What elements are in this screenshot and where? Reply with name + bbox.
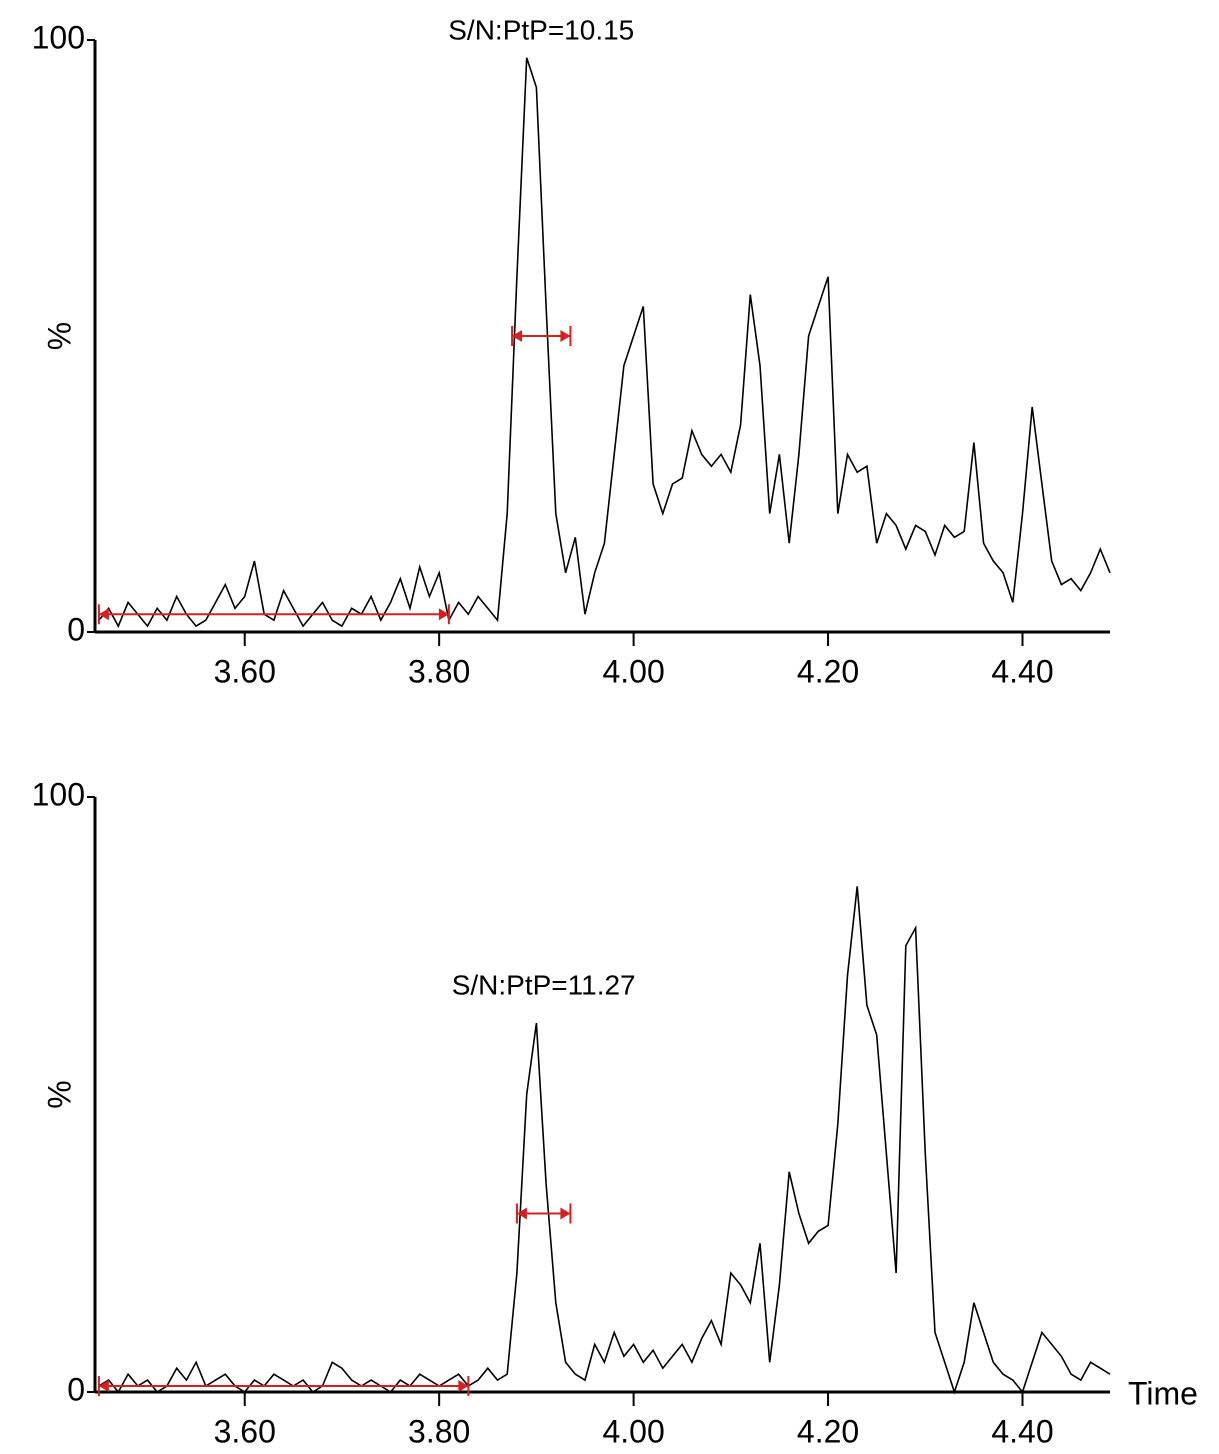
trace (98, 886, 1111, 1395)
x-tick-label: 4.40 (991, 1413, 1053, 1449)
x-tick-label: 3.60 (214, 653, 276, 689)
peak-width-head (560, 330, 571, 342)
x-tick-label: 3.80 (408, 653, 470, 689)
noise-range-head (98, 1380, 109, 1393)
y-tick-label: 100 (32, 19, 85, 55)
x-tick-label: 4.40 (991, 653, 1053, 689)
noise-range-head (438, 608, 449, 621)
x-axis-label: Time (1128, 1375, 1198, 1411)
noise-range-head (98, 608, 109, 621)
y-tick-label: 0 (67, 1371, 85, 1407)
peak-width-head (516, 1207, 527, 1220)
x-tick-label: 4.00 (602, 1413, 664, 1449)
y-axis-label: % (41, 1080, 77, 1108)
annotation: S/N:PtP=10.15 (448, 14, 634, 45)
x-tick-label: 4.20 (797, 653, 859, 689)
y-axis-label: % (41, 322, 77, 350)
x-tick-label: 3.60 (214, 1413, 276, 1449)
noise-range-head (458, 1380, 469, 1393)
annotation: S/N:PtP=11.27 (452, 969, 636, 1000)
peak-width-head (560, 1207, 571, 1220)
peak-width-head (512, 330, 523, 342)
x-tick-label: 4.20 (797, 1413, 859, 1449)
trace (98, 57, 1111, 628)
x-tick-label: 4.00 (602, 653, 664, 689)
y-tick-label: 100 (32, 776, 85, 812)
x-tick-label: 3.80 (408, 1413, 470, 1449)
y-tick-label: 0 (67, 611, 85, 647)
